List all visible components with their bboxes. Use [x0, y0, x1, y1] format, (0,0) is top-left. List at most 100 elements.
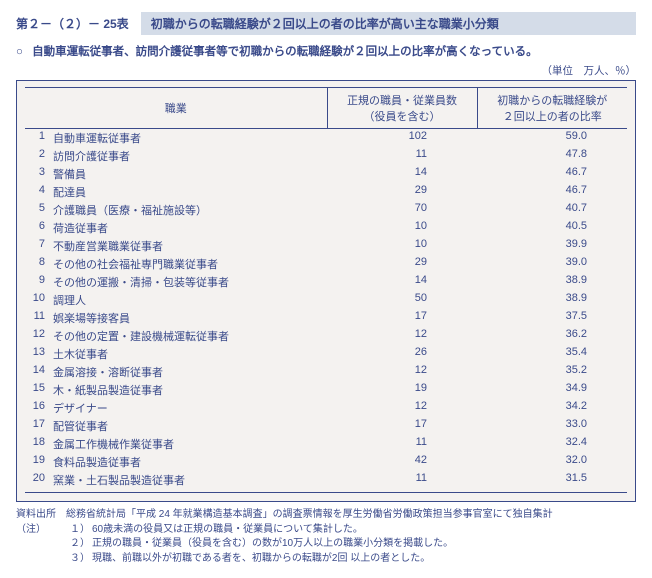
summary-content: 自動車運転従事者、訪問介護従事者等で初職からの転職経験が２回以上の比率が高くなっ… [32, 46, 537, 58]
table-row: 2訪問介護従事者1147.8 [25, 147, 627, 165]
page-title: 初職からの転職経験が２回以上の者の比率が高い主な職業小分類 [141, 12, 636, 35]
cell-count: 17 [327, 417, 477, 435]
cell-ratio: 35.4 [477, 345, 627, 363]
table-row: 12その他の定置・建設機械運転従事者1236.2 [25, 327, 627, 345]
cell-ratio: 31.5 [477, 471, 627, 493]
cell-occupation: 調理人 [47, 291, 327, 309]
cell-count: 29 [327, 183, 477, 201]
cell-occupation: 金属溶接・溶断従事者 [47, 363, 327, 381]
cell-ratio: 40.7 [477, 201, 627, 219]
cell-rank: 10 [25, 291, 47, 309]
cell-occupation: 娯楽場等接客員 [47, 309, 327, 327]
cell-ratio: 40.5 [477, 219, 627, 237]
cell-occupation: 食料品製造従事者 [47, 453, 327, 471]
cell-occupation: 警備員 [47, 165, 327, 183]
cell-rank: 17 [25, 417, 47, 435]
note-text: 正規の職員・従業員（役員を含む）の数が10万人以上の職業小分類を掲載した。 [92, 537, 453, 552]
cell-count: 10 [327, 219, 477, 237]
cell-rank: 16 [25, 399, 47, 417]
table-row: 16デザイナー1234.2 [25, 399, 627, 417]
cell-ratio: 33.0 [477, 417, 627, 435]
table-row: 7不動産営業職業従事者1039.9 [25, 237, 627, 255]
cell-occupation: その他の社会福祉専門職業従事者 [47, 255, 327, 273]
cell-count: 12 [327, 327, 477, 345]
source-text: 総務省統計局「平成 24 年就業構造基本調査」の調査票情報を厚生労働省労働政策担… [66, 508, 553, 523]
col-header-ratio: 初職からの転職経験が２回以上の者の比率 [477, 88, 627, 129]
cell-occupation: その他の定置・建設機械運転従事者 [47, 327, 327, 345]
note-label: （注） [16, 523, 66, 538]
cell-count: 17 [327, 309, 477, 327]
cell-count: 50 [327, 291, 477, 309]
table-row: 20窯業・土石製品製造従事者1131.5 [25, 471, 627, 493]
cell-rank: 11 [25, 309, 47, 327]
note-number: ３） [66, 552, 92, 567]
cell-count: 26 [327, 345, 477, 363]
cell-count: 12 [327, 363, 477, 381]
cell-occupation: その他の運搬・清掃・包装等従事者 [47, 273, 327, 291]
cell-ratio: 32.0 [477, 453, 627, 471]
cell-rank: 4 [25, 183, 47, 201]
cell-ratio: 38.9 [477, 291, 627, 309]
cell-rank: 8 [25, 255, 47, 273]
table-row: 17配管従事者1733.0 [25, 417, 627, 435]
cell-ratio: 47.8 [477, 147, 627, 165]
table-row: 11娯楽場等接客員1737.5 [25, 309, 627, 327]
summary-text: ○ 自動車運転従事者、訪問介護従事者等で初職からの転職経験が２回以上の比率が高く… [16, 43, 636, 59]
cell-count: 19 [327, 381, 477, 399]
cell-occupation: 不動産営業職業従事者 [47, 237, 327, 255]
cell-rank: 19 [25, 453, 47, 471]
table-row: 6荷造従事者1040.5 [25, 219, 627, 237]
table-row: 13土木従事者2635.4 [25, 345, 627, 363]
cell-rank: 2 [25, 147, 47, 165]
table-row: 3警備員1446.7 [25, 165, 627, 183]
source-label: 資料出所 [16, 508, 66, 523]
data-table: 職業 正規の職員・従業員数（役員を含む） 初職からの転職経験が２回以上の者の比率… [25, 87, 627, 493]
cell-rank: 3 [25, 165, 47, 183]
cell-ratio: 34.2 [477, 399, 627, 417]
cell-count: 29 [327, 255, 477, 273]
cell-rank: 9 [25, 273, 47, 291]
table-row: 5介護職員（医療・福祉施設等）7040.7 [25, 201, 627, 219]
col-header-count: 正規の職員・従業員数（役員を含む） [327, 88, 477, 129]
table-row: 1自動車運転従事者10259.0 [25, 129, 627, 148]
cell-count: 102 [327, 129, 477, 148]
cell-ratio: 39.9 [477, 237, 627, 255]
cell-rank: 14 [25, 363, 47, 381]
col-header-occupation: 職業 [25, 88, 327, 129]
cell-occupation: 配管従事者 [47, 417, 327, 435]
cell-occupation: 訪問介護従事者 [47, 147, 327, 165]
table-frame: 職業 正規の職員・従業員数（役員を含む） 初職からの転職経験が２回以上の者の比率… [16, 80, 636, 502]
cell-count: 11 [327, 147, 477, 165]
table-row: 14金属溶接・溶断従事者1235.2 [25, 363, 627, 381]
cell-ratio: 34.9 [477, 381, 627, 399]
cell-ratio: 37.5 [477, 309, 627, 327]
cell-rank: 15 [25, 381, 47, 399]
cell-occupation: 介護職員（医療・福祉施設等） [47, 201, 327, 219]
table-row: 4配達員2946.7 [25, 183, 627, 201]
cell-occupation: 土木従事者 [47, 345, 327, 363]
cell-occupation: 配達員 [47, 183, 327, 201]
cell-count: 10 [327, 237, 477, 255]
table-row: 9その他の運搬・清掃・包装等従事者1438.9 [25, 273, 627, 291]
cell-count: 70 [327, 201, 477, 219]
cell-count: 12 [327, 399, 477, 417]
unit-label: （単位 万人、％） [16, 63, 636, 78]
cell-count: 42 [327, 453, 477, 471]
cell-occupation: 木・紙製品製造従事者 [47, 381, 327, 399]
cell-occupation: 金属工作機械作業従事者 [47, 435, 327, 453]
cell-rank: 20 [25, 471, 47, 493]
table-number: 第２－（２）－ 25表 [16, 15, 129, 32]
note-number: ２） [66, 537, 92, 552]
cell-count: 11 [327, 435, 477, 453]
table-row: 8その他の社会福祉専門職業従事者2939.0 [25, 255, 627, 273]
cell-rank: 13 [25, 345, 47, 363]
cell-ratio: 59.0 [477, 129, 627, 148]
cell-ratio: 38.9 [477, 273, 627, 291]
table-row: 18金属工作機械作業従事者1132.4 [25, 435, 627, 453]
cell-occupation: 窯業・土石製品製造従事者 [47, 471, 327, 493]
cell-ratio: 36.2 [477, 327, 627, 345]
cell-ratio: 46.7 [477, 165, 627, 183]
cell-rank: 18 [25, 435, 47, 453]
cell-occupation: 自動車運転従事者 [47, 129, 327, 148]
cell-ratio: 32.4 [477, 435, 627, 453]
